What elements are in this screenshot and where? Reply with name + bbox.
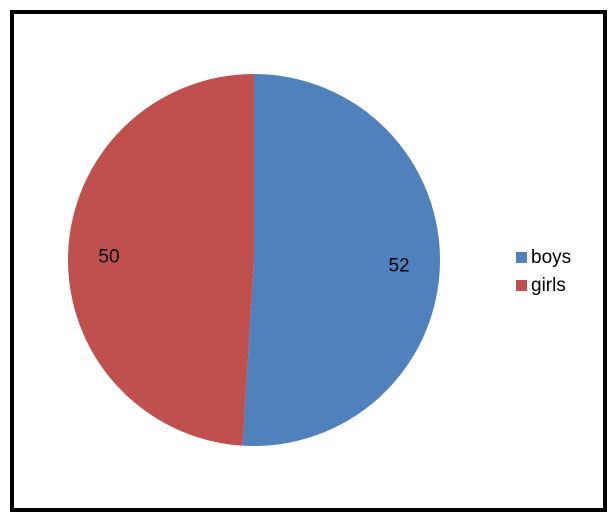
legend-swatch-girls (516, 280, 527, 291)
data-label-girls: 50 (98, 247, 119, 268)
pie-slice-girls (68, 74, 254, 446)
data-labels: 52 50 (98, 247, 409, 277)
legend-label-boys: boys (531, 247, 571, 268)
pie-slice-boys (242, 74, 441, 446)
pie-slices (68, 74, 441, 446)
data-label-boys: 52 (388, 255, 409, 276)
legend: boys girls (516, 247, 571, 296)
legend-label-girls: girls (531, 275, 566, 296)
legend-swatch-boys (516, 252, 527, 263)
